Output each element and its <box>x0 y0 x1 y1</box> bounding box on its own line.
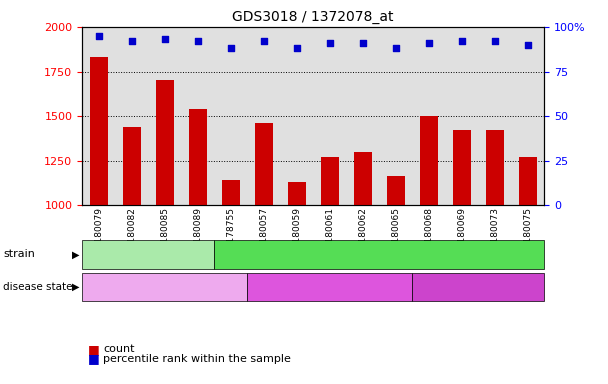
Text: control: control <box>145 282 184 292</box>
Point <box>424 40 434 46</box>
Point <box>457 38 466 44</box>
Bar <box>156 81 174 205</box>
Point <box>259 38 269 44</box>
Point <box>358 40 367 46</box>
Point <box>292 45 302 51</box>
Text: failure: failure <box>460 282 496 292</box>
Bar <box>320 157 339 205</box>
Text: ■: ■ <box>88 353 100 366</box>
Text: strain: strain <box>3 249 35 260</box>
Bar <box>452 131 471 205</box>
Text: compensated: compensated <box>292 282 367 292</box>
Text: non-hypertensive: non-hypertensive <box>99 249 197 260</box>
Point <box>490 38 500 44</box>
Text: percentile rank within the sample: percentile rank within the sample <box>103 354 291 364</box>
Point <box>94 33 103 39</box>
Text: hypertensive: hypertensive <box>343 249 416 260</box>
Text: ▶: ▶ <box>72 282 79 292</box>
Bar <box>288 182 306 205</box>
Text: count: count <box>103 344 135 354</box>
Point <box>226 45 235 51</box>
Bar <box>387 176 405 205</box>
Point <box>160 36 170 43</box>
Bar <box>353 152 371 205</box>
Point <box>391 45 401 51</box>
Text: ■: ■ <box>88 343 100 356</box>
Bar <box>221 180 240 205</box>
Bar <box>486 131 503 205</box>
Point <box>126 38 136 44</box>
Bar <box>519 157 537 205</box>
Bar <box>122 127 140 205</box>
Bar <box>188 109 207 205</box>
Point <box>523 42 533 48</box>
Bar <box>255 123 272 205</box>
Bar <box>89 57 108 205</box>
Text: ▶: ▶ <box>72 249 79 260</box>
Point <box>325 40 334 46</box>
Bar <box>420 116 438 205</box>
Point <box>193 38 202 44</box>
Text: disease state: disease state <box>3 282 72 292</box>
Title: GDS3018 / 1372078_at: GDS3018 / 1372078_at <box>232 10 394 25</box>
